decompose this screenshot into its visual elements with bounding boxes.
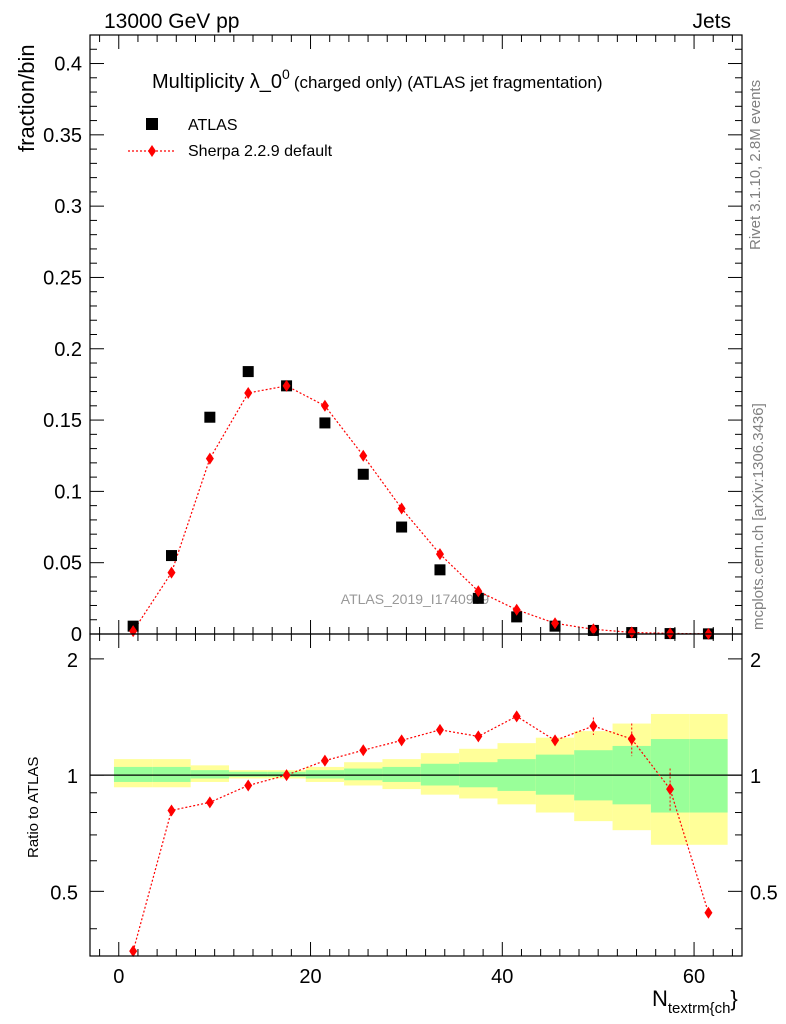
ratio-mc-point	[551, 734, 560, 747]
mc-point	[551, 617, 560, 630]
x-axis-label: Ntextrm{ch}	[652, 986, 738, 1017]
analysis-watermark: ATLAS_2019_I1740909	[341, 591, 490, 607]
legend-data-label: ATLAS	[188, 117, 238, 134]
y-tick-label: 0.15	[43, 410, 82, 432]
x-axis-label-sub: textrm{ch	[668, 1000, 731, 1017]
mc-point	[167, 566, 176, 579]
ratio-band-inner	[382, 766, 421, 782]
ratio-tick-label-right: 0.5	[750, 882, 778, 904]
data-point	[434, 564, 446, 576]
ratio-mc-point	[435, 723, 444, 736]
ratio-mc-point	[666, 783, 675, 796]
energy-label: 13000 GeV pp	[104, 10, 239, 33]
ratio-band-inner	[152, 766, 191, 782]
ratio-band-inner	[305, 770, 345, 779]
ratio-mc-line	[132, 715, 710, 952]
ratio-band-inner	[344, 768, 383, 781]
mc-point	[205, 452, 214, 465]
data-point	[166, 550, 177, 562]
ratio-mc-point	[474, 730, 483, 743]
rivet-version-label: Rivet 3.1.10, 2.8M events	[747, 80, 764, 250]
legend-mc-marker	[148, 145, 156, 157]
data-point	[511, 611, 523, 623]
y-tick-label: 0	[71, 624, 82, 646]
ratio-mc-point	[244, 779, 253, 792]
ratio-mc-point	[397, 734, 406, 747]
y-tick-label: 0.3	[54, 196, 82, 218]
x-tick-label: 20	[299, 966, 321, 988]
ratio-mc-point	[704, 906, 713, 919]
mc-point	[589, 623, 598, 636]
data-point	[472, 592, 484, 604]
ratio-mc-point	[205, 796, 214, 809]
ratio-band-inner	[113, 766, 153, 782]
ratio-band-inner	[229, 771, 268, 777]
ratio-band-inner	[190, 770, 230, 779]
y-tick-label: 0.05	[43, 553, 82, 575]
data-point	[319, 417, 331, 429]
ratio-mc-point	[359, 744, 368, 757]
chart-title-suffix: (charged only) (ATLAS jet fragmentation)	[294, 73, 603, 92]
ratio-mc-point	[512, 710, 521, 723]
ratio-panel	[90, 710, 742, 958]
ratio-tick-label: 2	[67, 650, 78, 672]
y-tick-label: 0.4	[54, 54, 82, 76]
process-label: Jets	[692, 10, 731, 33]
data-point	[242, 366, 254, 378]
x-tick-label: 60	[683, 966, 705, 988]
x-axis-label-main: N	[652, 986, 668, 1011]
mc-point	[244, 386, 253, 399]
data-point	[357, 468, 369, 480]
ratio-mc-point	[167, 804, 176, 817]
mc-point	[474, 585, 483, 598]
ratio-tick-label: 0.5	[50, 882, 78, 904]
ratio-tick-label: 1	[67, 766, 78, 788]
ratio-mc-point	[627, 733, 636, 746]
mc-point	[397, 502, 406, 515]
chart-title-superscript: 0	[282, 66, 290, 82]
main-panel	[127, 366, 714, 640]
y-tick-label: 0.25	[43, 267, 82, 289]
y-axis-label: fraction/bin	[14, 44, 39, 152]
ratio-mc-point	[129, 945, 138, 958]
mc-point	[627, 626, 636, 639]
mc-point	[282, 379, 291, 392]
y-tick-label: 0.35	[43, 125, 82, 147]
ratio-mc-point	[282, 769, 291, 782]
x-tick-label: 0	[113, 966, 124, 988]
mc-point	[512, 603, 521, 616]
x-tick-label: 40	[491, 966, 513, 988]
mc-point	[320, 399, 329, 412]
ratio-tick-label-right: 1	[750, 766, 761, 788]
legend-mc-label: Sherpa 2.2.9 default	[188, 143, 333, 160]
mc-line	[132, 385, 709, 635]
chart-title: Multiplicity λ_00 (charged only) (ATLAS j…	[152, 66, 603, 93]
ratio-mc-point	[320, 754, 329, 767]
ratio-band-inner	[689, 739, 728, 813]
data-point	[204, 411, 216, 423]
x-axis-label-close: }	[730, 986, 737, 1011]
legend-data-marker	[146, 118, 158, 130]
y-tick-label: 0.2	[54, 339, 82, 361]
ratio-tick-label-right: 2	[750, 650, 761, 672]
mc-point	[435, 548, 444, 561]
mc-point	[359, 449, 368, 462]
ratio-frame	[89, 633, 743, 957]
source-label: mcplots.cern.ch [arXiv:1306.3436]	[750, 403, 767, 630]
ratio-axis-label: Ratio to ATLAS	[25, 757, 42, 858]
data-point	[396, 521, 408, 533]
ratio-mc-point	[589, 720, 598, 733]
chart-title-main: Multiplicity λ_0	[152, 71, 282, 93]
ratio-band-inner	[650, 739, 690, 813]
y-tick-label: 0.1	[54, 481, 82, 503]
